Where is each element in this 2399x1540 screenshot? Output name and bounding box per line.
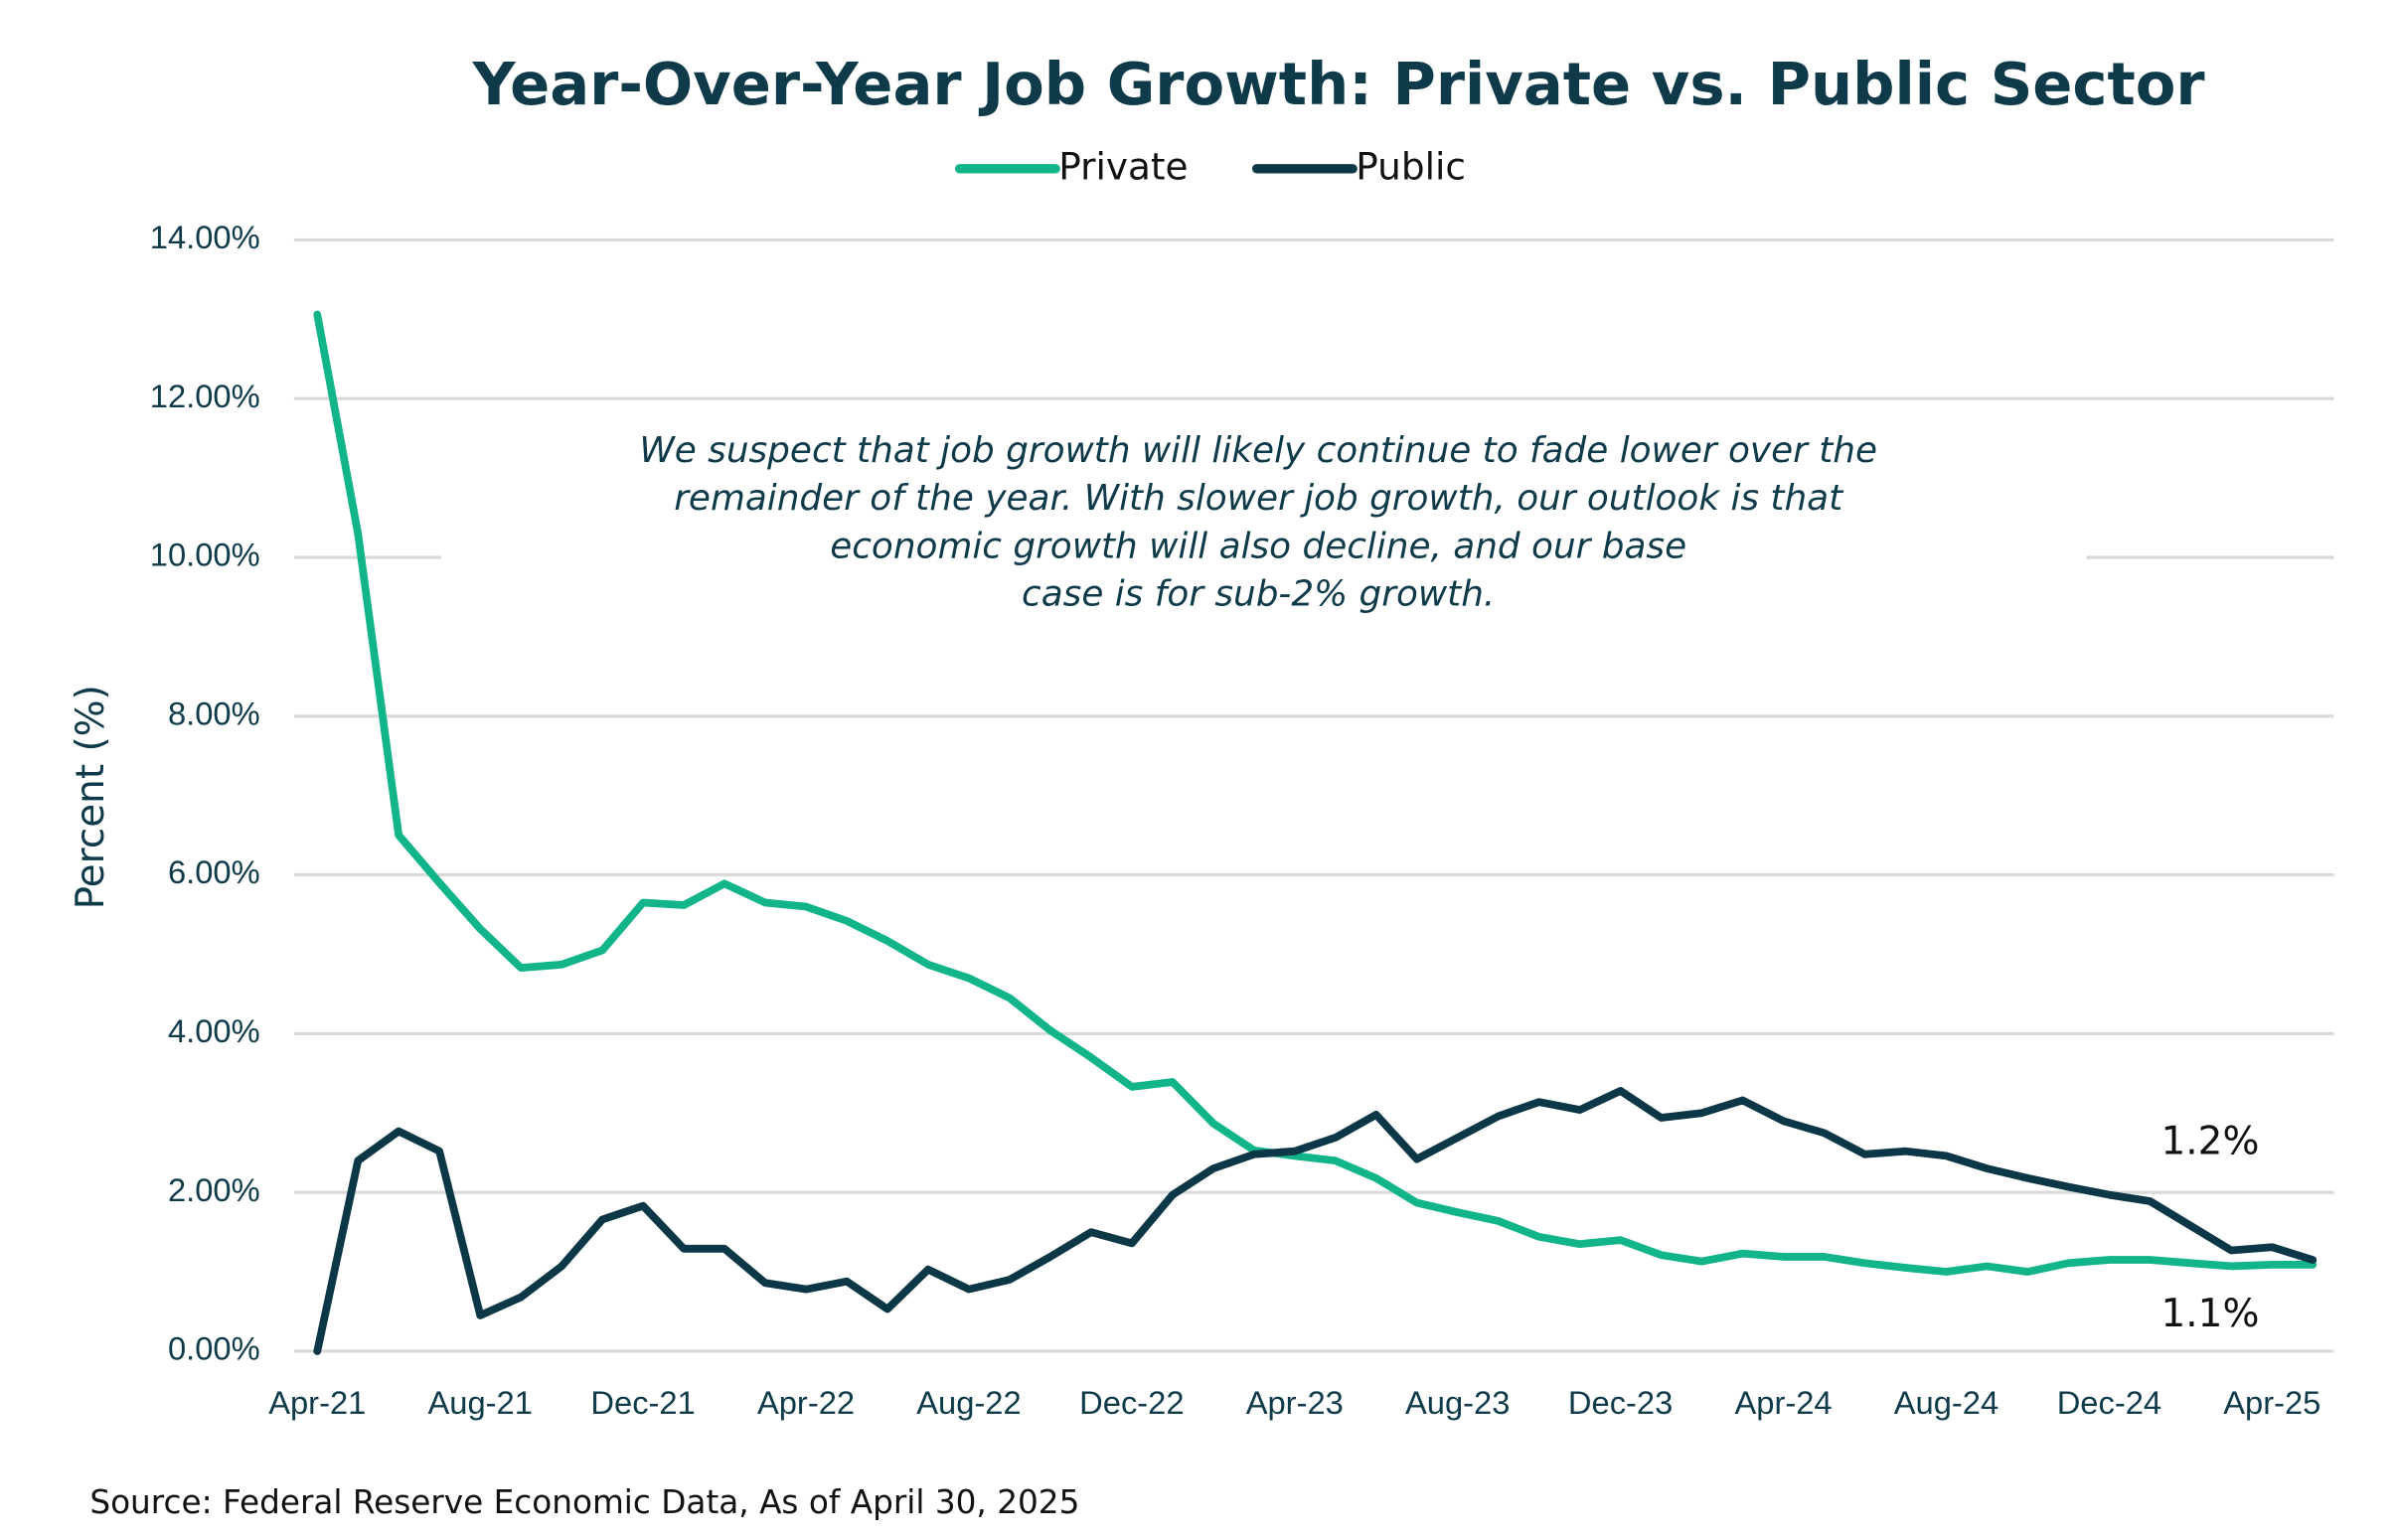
y-tick-label: 4.00% xyxy=(168,1012,260,1049)
end-label: 1.1% xyxy=(2161,1292,2260,1336)
source-note: Source: Federal Reserve Economic Data, A… xyxy=(89,1483,1079,1521)
x-tick-label: Dec-23 xyxy=(1568,1384,1673,1421)
y-tick-label: 12.00% xyxy=(150,378,260,414)
x-tick-label: Aug-23 xyxy=(1405,1384,1510,1421)
x-tick-label: Apr-21 xyxy=(268,1384,366,1421)
y-tick-label: 14.00% xyxy=(150,219,260,255)
legend-label: Public xyxy=(1356,144,1466,188)
annotation-text: case is for sub-2% growth. xyxy=(1022,574,1495,615)
y-tick-label: 2.00% xyxy=(168,1171,260,1208)
x-tick-label: Dec-21 xyxy=(590,1384,695,1421)
x-tick-label: Apr-22 xyxy=(757,1384,855,1421)
annotation-text: economic growth will also decline, and o… xyxy=(830,526,1686,566)
annotation-text: remainder of the year. With slower job g… xyxy=(674,478,1844,519)
x-tick-label: Aug-24 xyxy=(1894,1384,1999,1421)
legend-label: Private xyxy=(1058,144,1188,188)
y-axis-label: Percent (%) xyxy=(69,685,113,909)
x-tick-label: Apr-23 xyxy=(1246,1384,1344,1421)
x-tick-label: Aug-21 xyxy=(427,1384,532,1421)
line-series xyxy=(313,310,2318,1276)
end-label: 1.2% xyxy=(2161,1120,2260,1164)
annotation-box xyxy=(440,420,2087,623)
y-tick-label: 8.00% xyxy=(168,694,260,731)
x-tick-label: Dec-24 xyxy=(2057,1384,2161,1421)
x-tick-label: Aug-22 xyxy=(916,1384,1021,1421)
y-tick-label: 0.00% xyxy=(168,1330,260,1367)
annotation-text: We suspect that job growth will likely c… xyxy=(639,430,1877,471)
x-tick-label: Apr-25 xyxy=(2223,1384,2320,1421)
x-tick-label: Dec-22 xyxy=(1079,1384,1184,1421)
y-tick-label: 10.00% xyxy=(150,537,260,573)
line-series xyxy=(313,1087,2318,1355)
chart-title: Year-Over-Year Job Growth: Private vs. P… xyxy=(472,50,2206,118)
x-tick-label: Apr-24 xyxy=(1734,1384,1832,1421)
y-tick-label: 6.00% xyxy=(168,853,260,890)
